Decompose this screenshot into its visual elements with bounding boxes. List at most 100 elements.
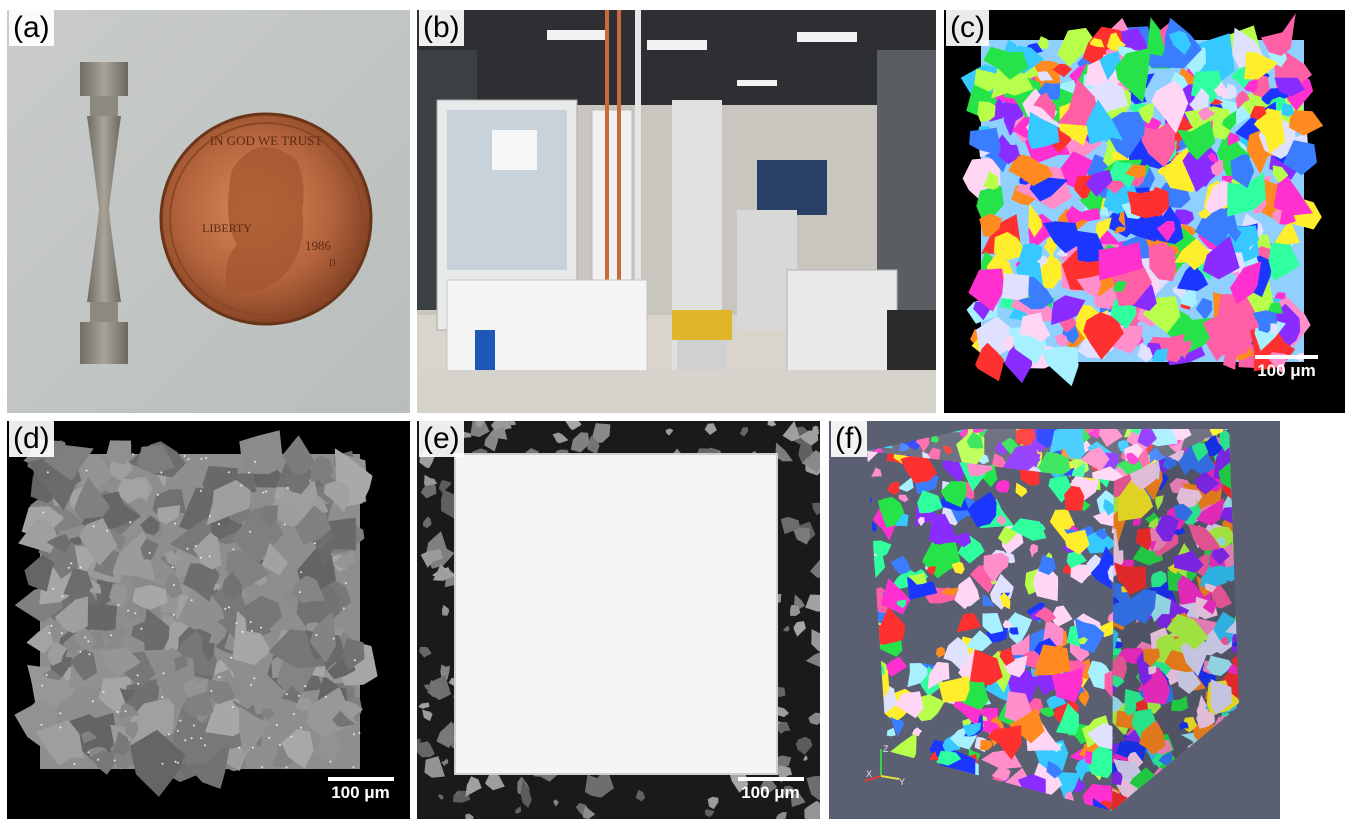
grain bbox=[907, 663, 928, 688]
mount-particle bbox=[739, 427, 749, 437]
grain bbox=[124, 721, 139, 740]
panel-a-label: (a) bbox=[9, 10, 54, 46]
grain bbox=[1230, 154, 1255, 189]
grain bbox=[137, 444, 176, 475]
grain bbox=[897, 477, 914, 492]
precipitate bbox=[117, 604, 120, 606]
grain bbox=[911, 727, 923, 737]
grain bbox=[1223, 346, 1243, 370]
mount-particle bbox=[783, 785, 796, 799]
mount-particle bbox=[565, 421, 582, 431]
panel-d: (d) 100 μm bbox=[7, 421, 410, 819]
sem-micrograph bbox=[7, 421, 410, 819]
grain bbox=[1215, 294, 1263, 336]
coin-word: LIBERTY bbox=[202, 221, 252, 235]
grain bbox=[1207, 152, 1219, 163]
grain bbox=[1022, 88, 1058, 133]
grain bbox=[1138, 102, 1154, 124]
mount-particle bbox=[508, 421, 517, 426]
precipitate bbox=[171, 566, 174, 569]
grain bbox=[938, 675, 970, 703]
grain bbox=[74, 477, 111, 520]
grain bbox=[1066, 550, 1087, 569]
grain bbox=[1194, 471, 1220, 495]
precipitate bbox=[116, 710, 119, 713]
precipitate bbox=[174, 522, 177, 525]
grain bbox=[1027, 697, 1044, 716]
grain bbox=[1078, 686, 1090, 707]
precipitate bbox=[61, 595, 64, 598]
grain bbox=[189, 691, 214, 716]
grain bbox=[89, 578, 102, 594]
scale-bar-d: 100 μm bbox=[318, 777, 403, 803]
grain bbox=[890, 716, 905, 737]
grain bbox=[1105, 111, 1146, 159]
mount-particle bbox=[553, 799, 559, 807]
precipitate bbox=[106, 529, 108, 532]
grain bbox=[1076, 207, 1101, 222]
grain bbox=[45, 540, 79, 579]
mount-particle bbox=[780, 516, 800, 535]
grain bbox=[310, 454, 334, 483]
precipitate bbox=[97, 758, 100, 761]
mount-particle bbox=[583, 806, 596, 819]
grain bbox=[969, 127, 1001, 154]
mount-particle bbox=[424, 756, 445, 778]
grain bbox=[1272, 165, 1289, 184]
grain bbox=[1179, 721, 1189, 730]
grain bbox=[1029, 543, 1038, 558]
grain bbox=[1283, 140, 1317, 176]
grain bbox=[1148, 242, 1177, 282]
precipitate bbox=[313, 542, 316, 545]
grain bbox=[1018, 243, 1043, 266]
grain bbox=[1168, 30, 1192, 55]
grain bbox=[1064, 485, 1085, 511]
grain bbox=[917, 517, 925, 527]
precipitate bbox=[217, 523, 220, 526]
grain bbox=[1107, 565, 1114, 583]
grain bbox=[956, 613, 982, 632]
grain bbox=[1217, 537, 1226, 547]
precipitate bbox=[60, 632, 63, 635]
grain bbox=[1009, 627, 1019, 635]
grain bbox=[90, 750, 115, 775]
grain bbox=[1196, 708, 1215, 729]
grain bbox=[900, 452, 937, 484]
grain bbox=[993, 231, 1028, 261]
precipitate bbox=[227, 471, 230, 474]
grain bbox=[1180, 489, 1197, 509]
grain bbox=[1011, 633, 1030, 656]
precipitate bbox=[290, 735, 293, 738]
grain bbox=[1015, 482, 1028, 498]
precipitate bbox=[194, 545, 197, 548]
grain bbox=[954, 576, 980, 610]
grain bbox=[222, 571, 243, 598]
mount-particle bbox=[490, 427, 508, 440]
grain bbox=[929, 513, 960, 545]
grain bbox=[309, 611, 336, 664]
grain bbox=[1174, 238, 1210, 271]
panel-a: IN GOD WE TRUST LIBERTY 1986 D (a) bbox=[7, 10, 410, 413]
grain bbox=[972, 429, 985, 433]
panel-b-label: (b) bbox=[419, 10, 464, 46]
grain bbox=[1041, 346, 1079, 387]
grain bbox=[999, 592, 1011, 610]
grain bbox=[1244, 52, 1278, 80]
grain bbox=[1155, 495, 1164, 511]
grain bbox=[979, 739, 993, 751]
grain bbox=[105, 440, 132, 465]
precipitate bbox=[352, 766, 355, 769]
grain bbox=[1174, 550, 1204, 573]
mount-particle bbox=[775, 442, 793, 462]
ebsd-grains bbox=[960, 13, 1324, 387]
grain bbox=[1029, 177, 1069, 202]
axis-z-label: Z bbox=[883, 744, 889, 754]
grain bbox=[979, 213, 1002, 237]
mount-particle bbox=[791, 791, 806, 807]
precipitate bbox=[237, 746, 240, 749]
grain bbox=[143, 608, 170, 651]
precipitate bbox=[40, 723, 43, 726]
precipitate bbox=[261, 766, 264, 769]
grain bbox=[281, 729, 314, 769]
grain bbox=[896, 599, 907, 609]
